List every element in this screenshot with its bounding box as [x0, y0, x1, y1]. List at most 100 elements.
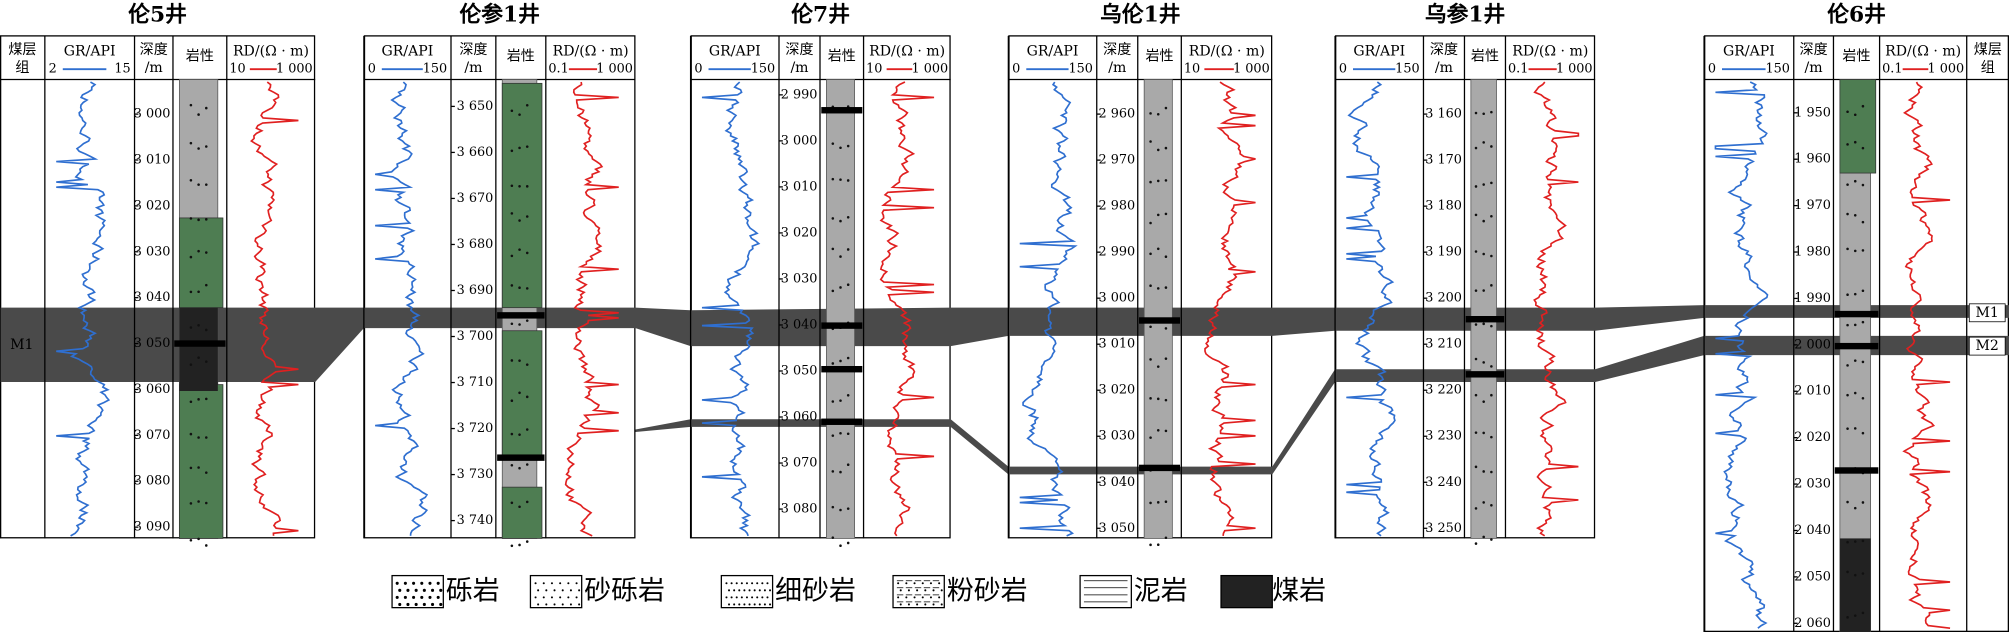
lithology-dot: [1861, 104, 1865, 108]
lithology-dot: [1853, 214, 1857, 217]
lithology-dot: [1853, 391, 1857, 395]
coal-label: M1: [10, 337, 33, 353]
lithology-dot: [1861, 249, 1865, 252]
lithology-dot: [839, 178, 842, 181]
lithology-dot: [1149, 180, 1152, 184]
depth-tick-label: 2 960: [1099, 107, 1136, 122]
lithology-dot: [1846, 500, 1849, 504]
gr-scale-min: 0: [694, 62, 702, 77]
lithology-dot: [1846, 570, 1849, 574]
lithology-dot: [831, 247, 835, 251]
legend-pattern: [537, 589, 540, 592]
lithology-dot: [518, 185, 521, 188]
lithology-dot: [518, 286, 521, 289]
legend-pattern: [921, 596, 924, 599]
lithology-dot: [1846, 143, 1849, 146]
log-curve: [701, 81, 761, 537]
depth-unit: /m: [145, 60, 163, 76]
legend-pattern: [916, 589, 919, 592]
rd-header: RD/(Ω · m): [1512, 43, 1588, 59]
rd-scale-min: 0.1: [548, 62, 568, 77]
rd-header: RD/(Ω · m): [553, 43, 629, 59]
legend-pattern: [758, 589, 761, 592]
lithology-dot: [1861, 396, 1865, 400]
lithology-dot: [205, 283, 208, 287]
lithology-dot: [1490, 365, 1493, 368]
lithology-dot: [846, 432, 850, 436]
lithology-dot: [839, 399, 842, 402]
lithology-dot: [1490, 145, 1493, 148]
legend-pattern: [398, 588, 402, 592]
lithology-dot: [1156, 148, 1160, 152]
lithology-dot: [1474, 507, 1478, 510]
lithology-dot: [205, 501, 208, 505]
depth-header: 深度: [785, 42, 813, 58]
legend-pattern: [932, 603, 935, 606]
lithology-dot: [839, 508, 842, 512]
depth-tick-label: 1 980: [1794, 245, 1831, 260]
lithology-dot: [1164, 327, 1168, 330]
legend-swatch: [1220, 574, 1273, 609]
lithology-dot: [205, 397, 208, 401]
litho-header: 岩性: [1471, 48, 1499, 64]
depth-tick-label: 3 070: [134, 428, 171, 443]
legend-pattern: [420, 595, 424, 599]
log-curve: [1204, 81, 1256, 536]
lithology-sandstone: [178, 217, 224, 309]
legend-pattern: [550, 596, 553, 599]
legend-pattern: [938, 596, 941, 599]
lithology-dot: [1474, 542, 1478, 545]
lithology-dot: [525, 215, 529, 218]
litho-header: 岩性: [828, 48, 856, 64]
lithology-dot: [1490, 504, 1493, 507]
legend-pattern: [561, 589, 564, 592]
depth-tick-label: 3 010: [1099, 337, 1136, 352]
lithology-dot: [189, 363, 193, 366]
lithology-dot: [518, 323, 521, 326]
depth-tick-label: 3 680: [457, 237, 494, 252]
legend-pattern: [545, 603, 548, 606]
legend-pattern: [763, 589, 766, 592]
lithology-dot: [1846, 183, 1849, 186]
lithology-dot: [1164, 255, 1168, 258]
coal-group-header: 组: [1981, 60, 1995, 76]
lithology-dot: [1861, 501, 1865, 504]
depth-tick-label: 3 080: [134, 474, 171, 489]
legend-pattern: [569, 589, 572, 592]
lithology-dot: [831, 362, 835, 365]
lithology-dot: [197, 249, 200, 253]
lithology-dot: [1156, 287, 1160, 290]
lithology-dot: [525, 251, 529, 255]
lithology-dot: [525, 145, 529, 148]
lithology-dot: [831, 289, 835, 293]
lithology-dot: [1846, 616, 1849, 619]
lithology-dot: [189, 217, 193, 220]
depth-tick-label: 3 710: [457, 375, 494, 390]
coal-seam: [497, 312, 545, 319]
depth-tick-label: 3 210: [1425, 337, 1462, 352]
lithology-dot: [189, 179, 193, 182]
lithology-dot: [1846, 293, 1849, 296]
legend-label: 泥岩: [1134, 575, 1188, 606]
legend-pattern: [575, 582, 578, 585]
legend-pattern: [567, 596, 570, 599]
lithology-dot: [1149, 140, 1152, 143]
gr-scale-max: 15: [114, 62, 130, 77]
lithology-dot: [1490, 538, 1493, 541]
legend-pattern: [534, 596, 537, 599]
lithology-dot: [189, 432, 193, 436]
lithology-dot: [189, 255, 193, 259]
lithology-dot: [525, 463, 529, 466]
depth-tick-label: 3 030: [134, 244, 171, 259]
depth-tick-label: 3 730: [457, 467, 494, 482]
lithology-dot: [1474, 431, 1478, 434]
legend-pattern: [728, 589, 731, 592]
lithology-dot: [1482, 470, 1485, 473]
lithology-dot: [1490, 470, 1493, 474]
lithology-dot: [518, 113, 521, 116]
legend-pattern: [567, 582, 570, 585]
legend-pattern: [733, 589, 736, 592]
coal-seam: [821, 322, 863, 329]
legend-pattern: [899, 589, 902, 592]
legend-pattern: [929, 596, 932, 599]
